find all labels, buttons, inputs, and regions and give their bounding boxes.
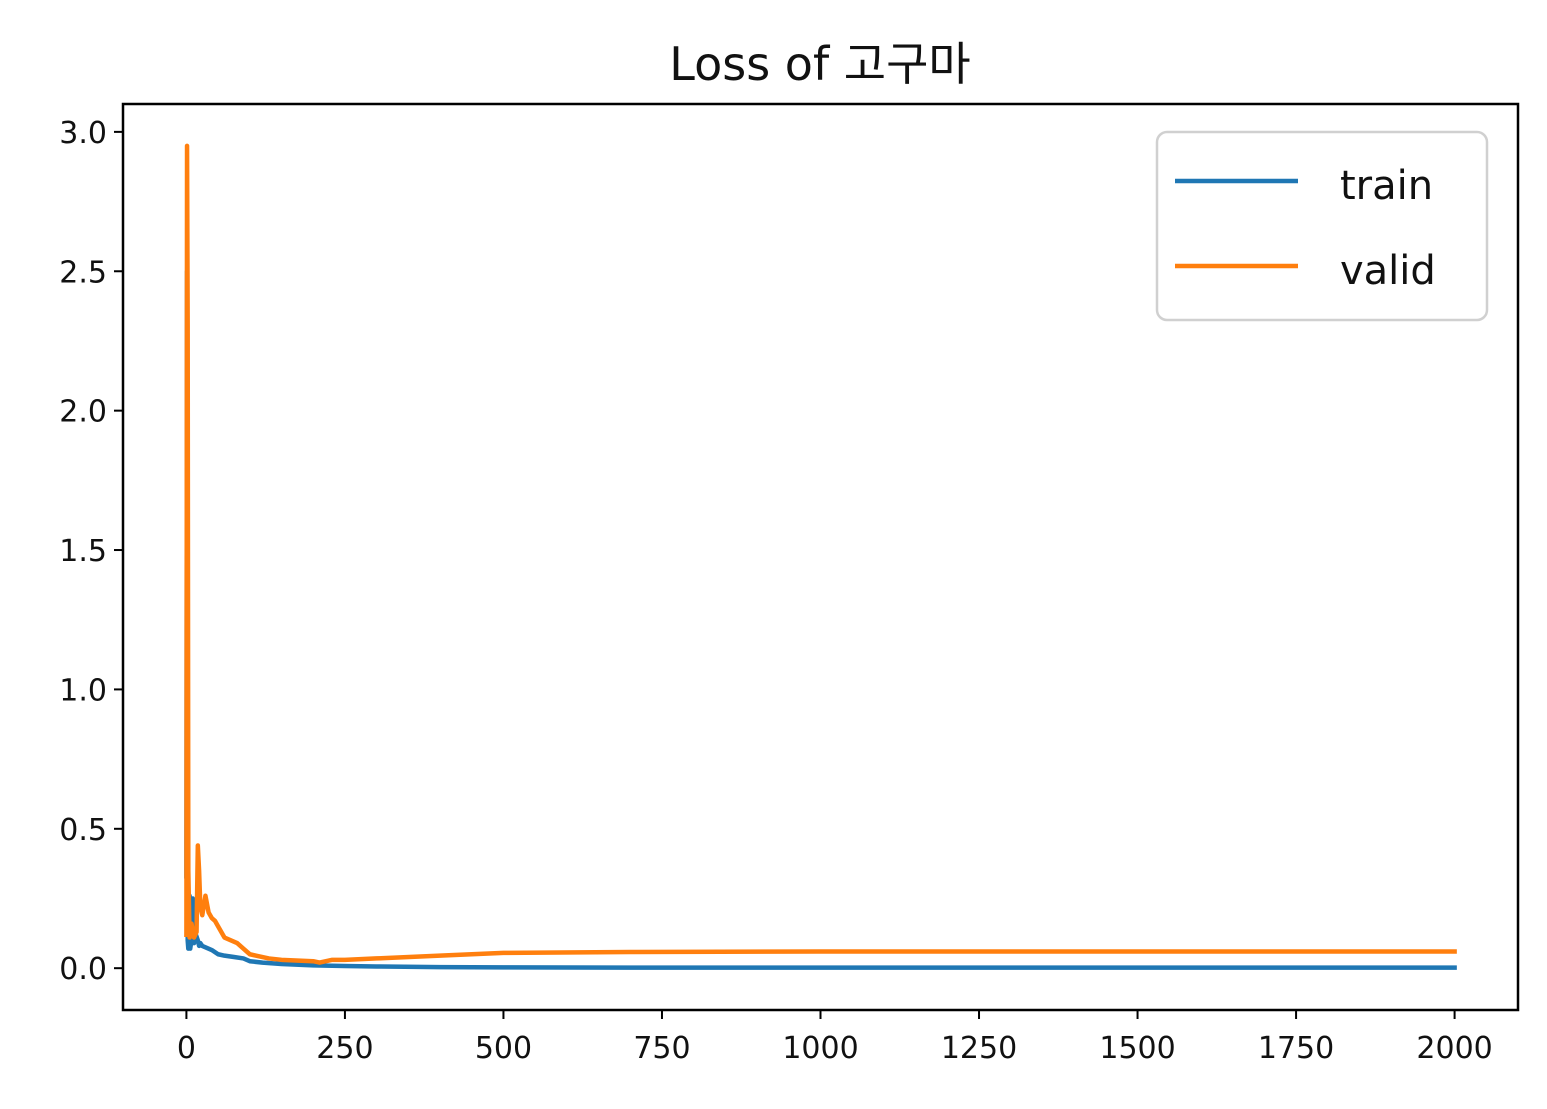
x-tick-label: 2000 xyxy=(1416,1031,1492,1066)
y-tick-label: 0.5 xyxy=(59,813,107,848)
y-tick-label: 2.5 xyxy=(59,255,107,290)
series-line-valid xyxy=(184,143,1457,965)
y-tick-label: 2.0 xyxy=(59,395,107,430)
plot-frame xyxy=(121,102,1520,1012)
chart-title: Loss of 고구마 xyxy=(669,37,970,91)
y-tick-label: 1.5 xyxy=(59,534,107,569)
y-axis-ticks: 0.0 0.5 1.0 1.5 2.0 2.5 3.0 xyxy=(59,116,123,987)
x-tick-label: 500 xyxy=(475,1031,532,1066)
x-tick-label: 1500 xyxy=(1099,1031,1175,1066)
legend: train valid xyxy=(1155,130,1489,322)
legend-label-valid: valid xyxy=(1340,248,1436,294)
y-tick-label: 0.0 xyxy=(59,952,107,987)
x-tick-label: 1250 xyxy=(941,1031,1017,1066)
x-axis-ticks: 0 250 500 750 1000 1250 1500 1750 2000 xyxy=(177,1010,1493,1066)
x-tick-label: 1750 xyxy=(1258,1031,1334,1066)
x-tick-label: 750 xyxy=(633,1031,690,1066)
y-tick-label: 1.0 xyxy=(59,673,107,708)
x-tick-label: 0 xyxy=(177,1031,196,1066)
x-tick-label: 250 xyxy=(316,1031,373,1066)
y-tick-label: 3.0 xyxy=(59,116,107,151)
series-layer xyxy=(184,143,1457,970)
legend-label-train: train xyxy=(1340,163,1433,209)
legend-box xyxy=(1155,130,1489,322)
x-tick-label: 1000 xyxy=(782,1031,858,1066)
